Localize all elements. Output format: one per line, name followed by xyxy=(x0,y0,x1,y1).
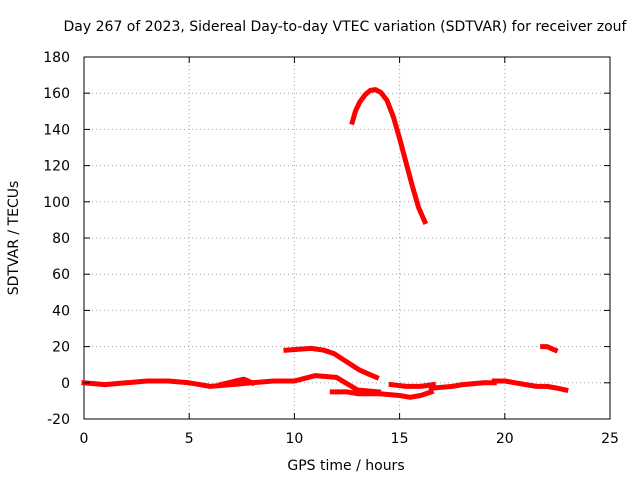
x-tick-label: 5 xyxy=(185,431,194,447)
series-baseline-c xyxy=(329,388,435,400)
series-arc-low xyxy=(283,345,380,381)
chart-title: Day 267 of 2023, Sidereal Day-to-day VTE… xyxy=(64,19,628,35)
series-baseline-f xyxy=(491,378,569,393)
y-tick-label: 20 xyxy=(52,340,70,356)
series-baseline-b xyxy=(217,376,256,388)
x-tick-label: 15 xyxy=(391,431,409,447)
y-tick-label: 60 xyxy=(52,267,70,283)
y-tick-label: 80 xyxy=(52,231,70,247)
x-tick-label: 25 xyxy=(601,431,619,447)
data-series-layer xyxy=(81,87,569,400)
x-tick-label: 20 xyxy=(496,431,514,447)
y-tick-label: 0 xyxy=(61,376,70,392)
y-tick-label: 120 xyxy=(43,159,70,175)
y-tick-label: 180 xyxy=(43,50,70,66)
y-tick-label: 100 xyxy=(43,195,70,211)
series-baseline-e xyxy=(428,380,497,391)
series-arc-high xyxy=(349,87,429,225)
series-arc-small xyxy=(540,344,559,354)
x-tick-label: 10 xyxy=(285,431,303,447)
y-tick-label: 40 xyxy=(52,303,70,319)
series-baseline-d xyxy=(388,381,437,389)
x-tick-label: 0 xyxy=(80,431,89,447)
y-tick-label: -20 xyxy=(47,412,70,428)
y-tick-label: 140 xyxy=(43,122,70,138)
y-tick-label: 160 xyxy=(43,86,70,102)
y-axis-label: SDTVAR / TECUs xyxy=(6,181,22,296)
x-axis-label: GPS time / hours xyxy=(287,458,404,474)
grid-lines xyxy=(84,57,610,419)
axis-ticks: 0 5 10 15 20 25 -20 0 20 40 60 80 100 120 140 160 180 xyxy=(43,50,619,447)
